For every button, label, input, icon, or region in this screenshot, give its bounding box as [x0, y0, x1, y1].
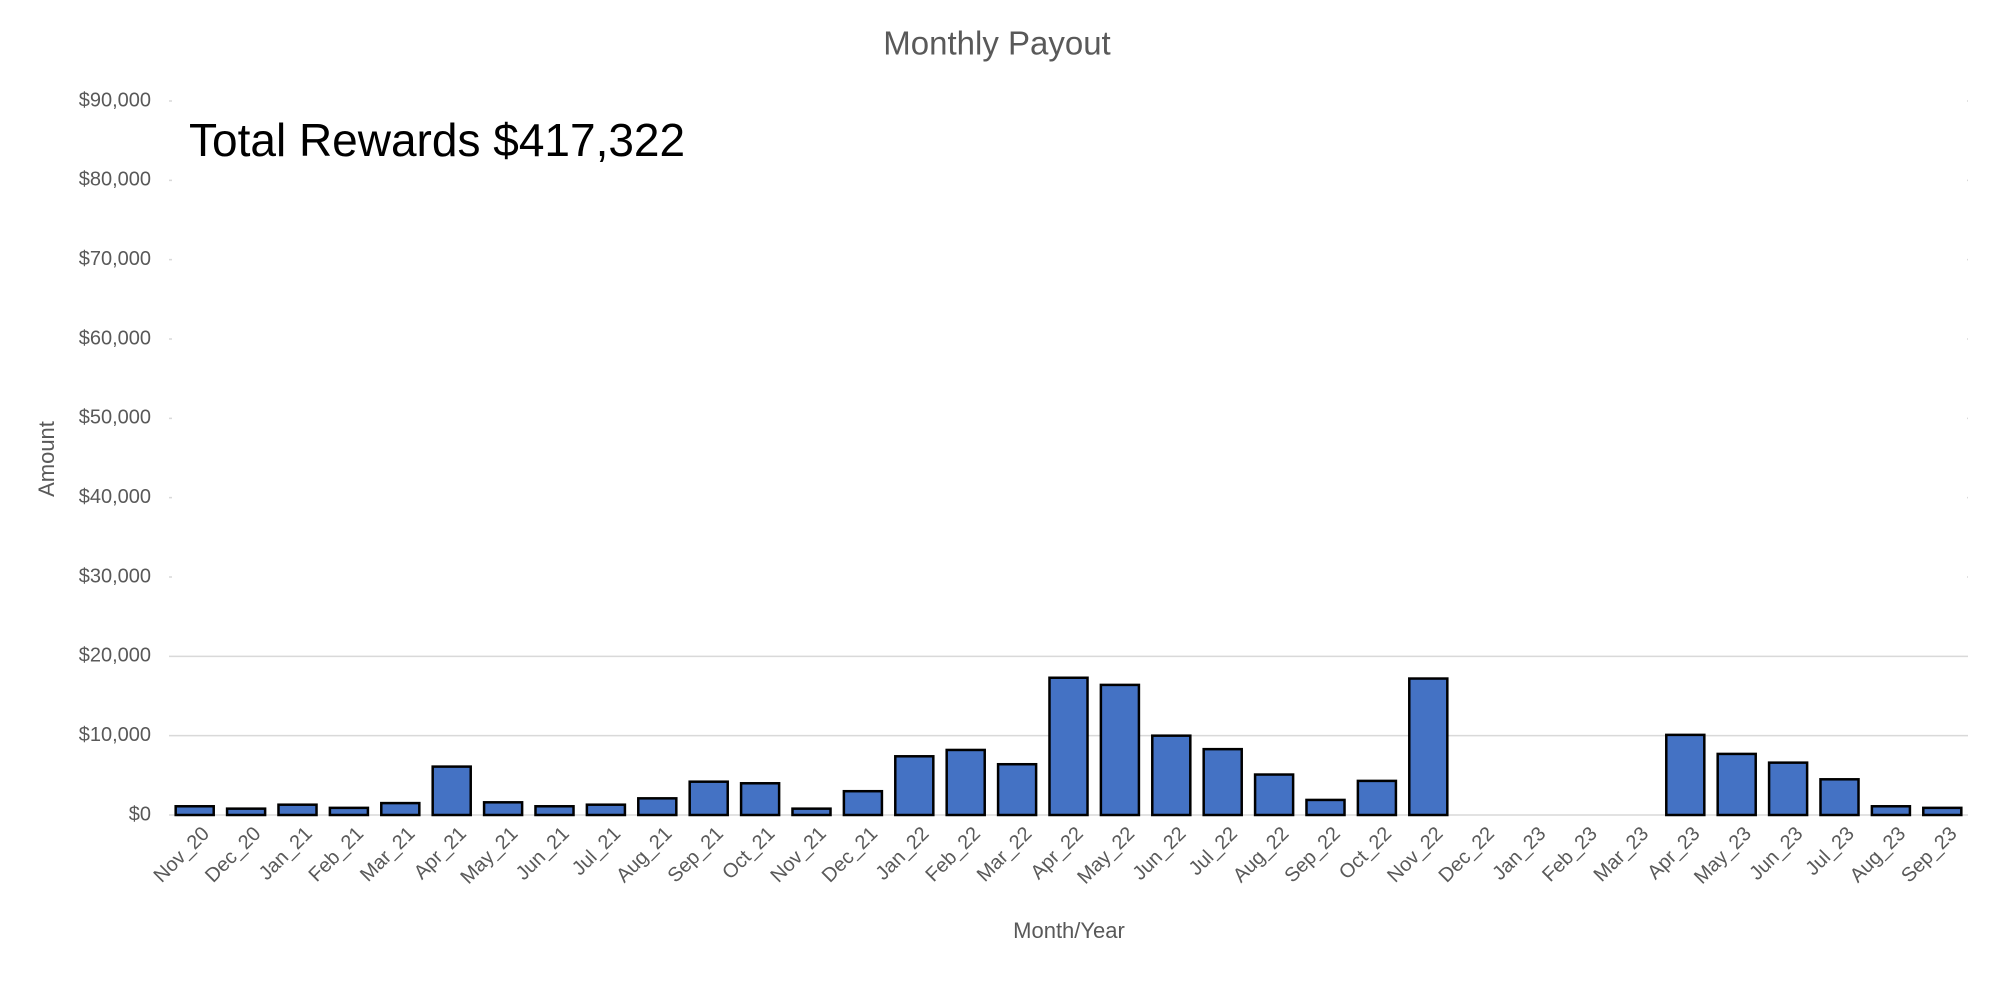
bar [688, 780, 729, 817]
x-tick-label: Jun_23 [1745, 823, 1807, 885]
x-tick-label: Sep_22 [1280, 823, 1344, 887]
x-tick-label: Jan_21 [255, 823, 317, 885]
bar [328, 806, 370, 817]
bar [1099, 683, 1141, 817]
bar [894, 755, 935, 817]
bar [1151, 734, 1192, 817]
x-axis-title: Month/Year [1013, 918, 1125, 943]
x-tick-label: Aug_23 [1846, 823, 1910, 887]
x-tick-label: Jun_21 [512, 823, 574, 885]
y-axis-title: Amount [34, 421, 59, 497]
bar [380, 801, 421, 817]
x-tick-label: Aug_22 [1229, 823, 1293, 887]
bar [996, 762, 1038, 817]
x-tick-label: Mar_21 [356, 823, 420, 887]
x-tick-label: May_21 [456, 823, 522, 889]
x-tick-label: Jun_22 [1129, 823, 1191, 885]
x-tick-label: Dec_20 [201, 823, 265, 887]
bar [1356, 779, 1398, 817]
y-tick-label: $40,000 [79, 486, 151, 508]
bar [431, 765, 472, 817]
bar [1716, 752, 1757, 817]
y-tick-label: $10,000 [79, 724, 151, 746]
x-tick-label: Dec_21 [818, 823, 882, 887]
chart-title: Monthly Payout [883, 25, 1110, 62]
bar [1767, 761, 1809, 817]
x-tick-label: Nov_22 [1383, 823, 1447, 887]
x-tick-label: Aug_21 [612, 823, 676, 887]
x-tick-label: Feb_22 [921, 823, 985, 887]
bar [1253, 773, 1295, 817]
bar [945, 748, 986, 817]
x-tick-label: Feb_23 [1538, 823, 1602, 887]
annotation-box [172, 90, 1967, 645]
bar [842, 789, 884, 817]
bar [174, 805, 215, 817]
y-tick-label: $70,000 [79, 248, 151, 270]
x-tick-label: May_22 [1073, 823, 1139, 889]
bar [1202, 747, 1243, 817]
x-tick-label: Dec_22 [1435, 823, 1499, 887]
x-tick-label: Nov_21 [766, 823, 830, 887]
annotation: Total Rewards $417,322 [189, 114, 685, 166]
bar [1305, 798, 1346, 817]
bar [1819, 778, 1860, 817]
bar [1665, 733, 1706, 817]
x-tick-label: Jan_22 [872, 823, 934, 885]
x-tick-label: Mar_23 [1590, 823, 1654, 887]
x-tick-label: Mar_22 [973, 823, 1037, 887]
bar [637, 797, 678, 817]
y-tick-label: $60,000 [79, 327, 151, 349]
x-tick-label: Sep_21 [664, 823, 728, 887]
bar [1048, 676, 1089, 817]
y-tick-label: $30,000 [79, 565, 151, 587]
x-tick-label: May_23 [1690, 823, 1756, 889]
x-tick-label: Nov_20 [150, 823, 214, 887]
y-tick-label: $90,000 [79, 89, 151, 111]
bar [534, 805, 575, 817]
x-tick-label: Sep_23 [1897, 823, 1961, 887]
bar [1922, 806, 1963, 817]
x-tick-label: Feb_21 [305, 823, 369, 887]
bar [225, 807, 267, 817]
bar [791, 807, 832, 817]
bar [1408, 677, 1449, 817]
y-tick-label: $0 [129, 803, 151, 825]
bar [482, 801, 524, 817]
bar [277, 803, 318, 817]
y-tick-label: $50,000 [79, 407, 151, 429]
x-tick-label: Jan_23 [1488, 823, 1550, 885]
y-tick-label: $80,000 [79, 169, 151, 191]
bar [739, 782, 781, 817]
bar [585, 803, 627, 817]
y-tick-label: $20,000 [79, 645, 151, 667]
bar [1870, 805, 1912, 817]
